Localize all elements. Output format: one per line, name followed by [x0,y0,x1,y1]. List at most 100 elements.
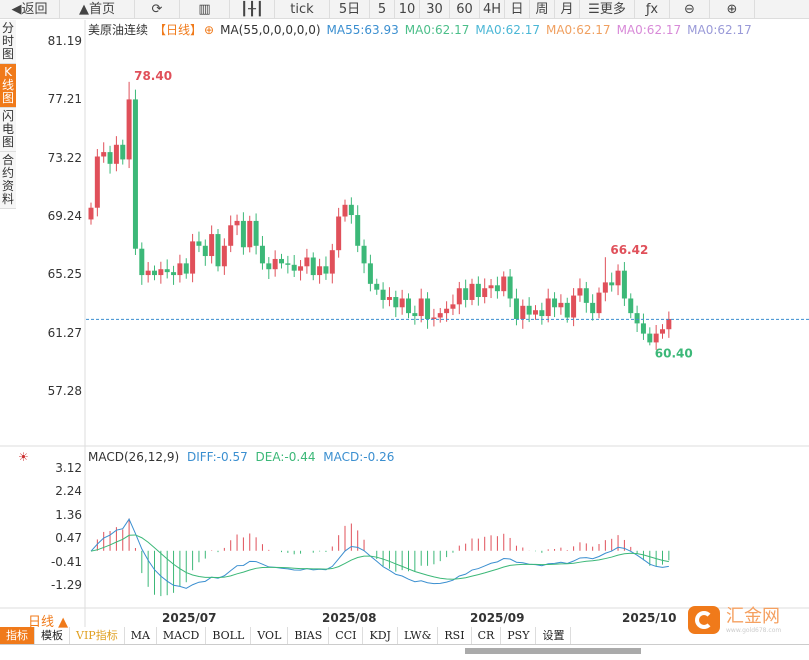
candle-body [596,292,602,314]
period-label: 【日线】 [154,23,203,37]
indicator-tab[interactable]: PSY [501,627,537,645]
chart-icon[interactable]: ▥ [180,0,230,19]
indicator-tab[interactable]: RSI [438,627,472,645]
home-icon[interactable]: ▲首页 [60,0,135,19]
sidebar-item-0[interactable]: 分时图 [0,20,16,64]
macd-legend: ☀ MACD(26,12,9) DIFF:-0.57 DEA:-0.44 MAC… [18,450,398,464]
indicator-tab[interactable]: CCI [329,627,364,645]
toolbar-item-7[interactable]: 5 [370,0,395,19]
candle-body [253,220,259,246]
candle-body [285,263,291,265]
candle-body [577,288,583,296]
ma-setting[interactable]: MA(55,0,0,0,0,0) [220,23,321,37]
toolbar-item-12[interactable]: 日 [505,0,530,19]
ma-value: MA0:62.17 [475,23,540,37]
function-icon[interactable]: ƒx [635,0,670,19]
ma-value: MA0:62.17 [616,23,682,37]
menu-icon[interactable]: ☰更多 [580,0,635,19]
candle-body [475,283,481,298]
toolbar-item-10[interactable]: 60 [450,0,480,19]
candle-body [609,282,615,286]
period-button[interactable]: 日线 ▲ [28,615,69,630]
candle-body [571,295,577,318]
indicator-tab[interactable]: 指标 [0,627,35,645]
indicator-tab[interactable]: MACD [157,627,207,645]
indicator-tab[interactable]: 模板 [35,627,70,645]
back-icon[interactable]: ◀返回 [0,0,60,19]
candle-body [298,266,304,271]
toolbar-item-9[interactable]: 30 [420,0,450,19]
candle-body [202,245,208,257]
price-chart[interactable]: 78.40 66.42 60.40 [0,0,809,640]
macd-diff: DIFF:-0.57 [186,450,248,464]
price-tick: 73.22 [47,150,82,165]
ma-value: MA55:63.93 [326,23,399,37]
candle-body [380,289,386,300]
candle-body [209,234,215,257]
instrument-name: 美原油连续 [88,23,149,37]
macd-tick: 1.36 [55,507,82,522]
candle-body [583,288,589,303]
candle-body [482,288,488,298]
indicator-tab[interactable]: BIAS [288,627,330,645]
zoom-in-icon[interactable]: ⊕ [710,0,755,19]
macd-tick: 3.12 [55,461,82,475]
indicator-tab[interactable]: 设置 [536,627,572,645]
candle-body [361,245,367,264]
refresh-icon[interactable]: ⟳ [135,0,180,19]
candle-body [196,241,202,246]
candle-body [139,248,145,276]
candle-body [171,272,177,276]
sidebar-item-1[interactable]: K线图 [0,64,16,108]
price-annotation: 66.42 [610,243,648,257]
price-tick: 57.28 [47,384,82,398]
candle-icon[interactable]: ┃╂┃ [230,0,275,19]
toolbar-item-5[interactable]: tick [275,0,330,19]
candle-body [177,263,183,276]
toolbar-item-13[interactable]: 周 [530,0,555,19]
toolbar-item-6[interactable]: 5日 [330,0,370,19]
candle-body [228,225,234,246]
candle-body [355,215,361,246]
candle-body [234,220,240,226]
candle-body [113,144,119,164]
sidebar-item-3[interactable]: 合约资料 [0,152,16,209]
candle-body [101,152,107,157]
indicator-tab[interactable]: KDJ [363,627,398,645]
candle-body [145,270,151,276]
indicator-tabs: 指标 模板 VIP指标 MA MACD BOLL VOL BIAS CCI KDJ LW& RSI CR… [0,627,572,645]
candle-body [507,276,513,299]
indicator-tab[interactable]: LW& [398,627,439,645]
indicator-tab[interactable]: CR [472,627,502,645]
candle-body [107,152,113,164]
indicator-tab[interactable]: MA [125,627,157,645]
toolbar-item-11[interactable]: 4H [480,0,505,19]
sidebar-item-2[interactable]: 闪电图 [0,108,16,152]
indicator-tab[interactable]: VIP指标 [70,627,125,645]
candle-body [272,258,278,270]
candle-body [444,308,450,314]
toolbar-item-14[interactable]: 月 [555,0,580,19]
settings-icon[interactable]: ⊕ [204,23,215,37]
candle-body [367,263,373,284]
candle-body [374,283,380,290]
scrollbar[interactable] [465,648,641,654]
candle-body [545,298,551,317]
candle-body [494,285,500,292]
candle-body [393,297,399,308]
candle-body [329,250,335,274]
candle-body [513,298,519,319]
indicator-tab[interactable]: BOLL [206,627,252,645]
indicator-tab[interactable]: VOL [251,627,289,645]
candle-body [660,329,665,334]
zoom-out-icon[interactable]: ⊖ [670,0,710,19]
toolbar-item-8[interactable]: 10 [395,0,420,19]
candle-body [158,269,164,276]
candle-body [342,204,348,217]
macd-settings-icon[interactable]: ☀ [18,450,29,464]
macd-dea: DEA:-0.44 [255,450,316,464]
candle-body [552,298,558,308]
candle-body [647,333,653,343]
candle-body [558,302,564,308]
candle-body [317,266,323,276]
